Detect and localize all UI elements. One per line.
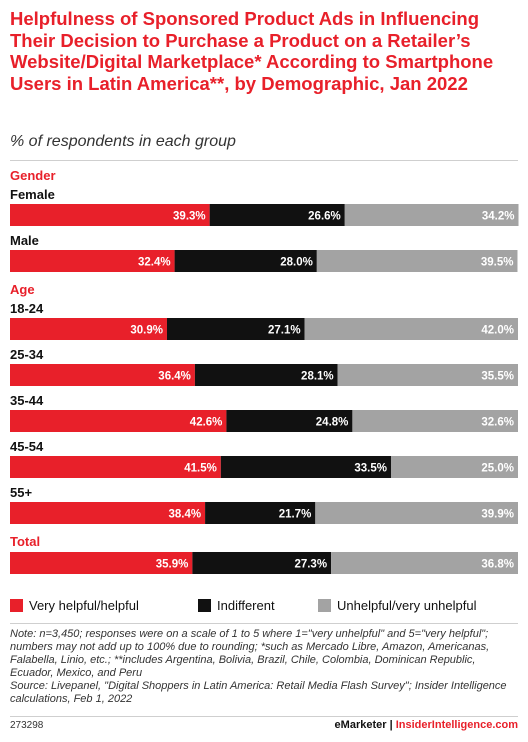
row-label-1-0: 18-24: [10, 301, 44, 316]
bar-value-label-1-3-1: 33.5%: [354, 463, 387, 475]
legend-swatch-indifferent: [198, 599, 211, 612]
brand-emarketer: eMarketer: [334, 719, 387, 731]
group-label-2: Total: [10, 534, 40, 549]
row-label-1-1: 25-34: [10, 347, 44, 362]
bar-segment-1-2-0: [10, 410, 227, 432]
bar-value-label-2-0-0: 35.9%: [156, 559, 189, 571]
bar-segment-1-3-0: [10, 456, 221, 478]
bar-segment-1-0-1: [166, 318, 305, 340]
legend-label-very-helpful: Very helpful/helpful: [29, 598, 139, 613]
bar-segment-2-0-2: [331, 552, 518, 574]
bar-value-label-1-0-1: 27.1%: [268, 325, 301, 337]
legend-label-unhelpful: Unhelpful/very unhelpful: [337, 598, 477, 613]
note-text: Note: n=3,450; responses were on a scale…: [10, 628, 490, 679]
brand-separator: |: [389, 719, 393, 731]
row-label-0-1: Male: [10, 233, 39, 248]
bar-segment-0-1-1: [174, 250, 317, 272]
bar-segment-0-0-2: [344, 204, 519, 226]
bar-value-label-2-0-1: 27.3%: [294, 559, 327, 571]
bar-value-label-0-1-1: 28.0%: [280, 257, 313, 269]
bar-value-label-0-1-2: 39.5%: [481, 257, 514, 269]
bar-segment-1-4-0: [10, 502, 206, 524]
source-text: Source: Livepanel, "Digital Shoppers in …: [10, 680, 507, 705]
bar-segment-1-3-2: [391, 456, 518, 478]
bar-value-label-2-0-2: 36.8%: [481, 559, 514, 571]
bar-segment-1-1-1: [194, 364, 338, 386]
chart-title: Helpfulness of Sponsored Product Ads in …: [10, 8, 494, 94]
footer-divider: [10, 716, 518, 717]
bar-segment-1-1-0: [10, 364, 195, 386]
bar-value-label-0-0-0: 39.3%: [173, 211, 206, 223]
bar-segment-0-1-0: [10, 250, 175, 272]
group-label-1: Age: [10, 282, 35, 297]
bar-value-label-1-1-1: 28.1%: [301, 371, 334, 383]
bar-segment-1-2-2: [352, 410, 518, 432]
bar-segment-1-4-1: [205, 502, 316, 524]
legend-label-indifferent: Indifferent: [217, 598, 275, 613]
bar-value-label-1-4-0: 38.4%: [168, 509, 201, 521]
brand-insider-intelligence: InsiderIntelligence.com: [395, 719, 518, 731]
chart-subtitle: % of respondents in each group: [10, 133, 236, 150]
group-label-0: Gender: [10, 168, 56, 183]
bar-value-label-1-1-2: 35.5%: [481, 371, 514, 383]
bar-value-label-1-3-2: 25.0%: [481, 463, 514, 475]
bar-segment-1-3-1: [220, 456, 391, 478]
row-label-1-2: 35-44: [10, 393, 44, 408]
bar-value-label-1-2-1: 24.8%: [316, 417, 349, 429]
notes-block: Note: n=3,450; responses were on a scale…: [10, 628, 520, 706]
legend-item-indifferent: Indifferent: [198, 598, 275, 613]
bar-segment-2-0-1: [192, 552, 332, 574]
row-label-1-3: 45-54: [10, 439, 44, 454]
bar-segment-1-0-2: [304, 318, 518, 340]
bar-segment-0-0-1: [209, 204, 345, 226]
bar-segment-1-4-2: [315, 502, 518, 524]
row-label-0-0: Female: [10, 187, 55, 202]
bar-value-label-1-4-2: 39.9%: [481, 509, 514, 521]
bar-segment-1-0-0: [10, 318, 167, 340]
notes-divider: [10, 623, 518, 624]
legend-swatch-unhelpful: [318, 599, 331, 612]
legend-swatch-very-helpful: [10, 599, 23, 612]
bar-value-label-1-2-2: 32.6%: [481, 417, 514, 429]
legend-item-unhelpful: Unhelpful/very unhelpful: [318, 598, 476, 613]
bar-segment-0-1-2: [316, 250, 518, 272]
row-label-1-4: 55+: [10, 485, 32, 500]
bar-value-label-1-4-1: 21.7%: [279, 509, 312, 521]
bar-segment-2-0-0: [10, 552, 193, 574]
top-divider: [10, 160, 518, 161]
bar-segment-1-2-1: [226, 410, 353, 432]
bar-segment-0-0-0: [10, 204, 210, 226]
legend-item-very-helpful: Very helpful/helpful: [10, 598, 139, 613]
bar-value-label-1-3-0: 41.5%: [184, 463, 217, 475]
footer-brand: eMarketer | InsiderIntelligence.com: [335, 719, 518, 731]
bar-value-label-0-1-0: 32.4%: [138, 257, 171, 269]
chart-id: 273298: [10, 720, 44, 731]
bar-value-label-1-0-2: 42.0%: [481, 325, 514, 337]
bar-value-label-1-0-0: 30.9%: [130, 325, 163, 337]
bar-segment-1-1-2: [337, 364, 518, 386]
bar-value-label-1-2-0: 42.6%: [190, 417, 223, 429]
chart-legend: Very helpful/helpful Indifferent Unhelpf…: [10, 598, 518, 614]
bar-value-label-1-1-0: 36.4%: [158, 371, 191, 383]
bar-value-label-0-0-1: 26.6%: [308, 211, 341, 223]
bar-value-label-0-0-2: 34.2%: [482, 211, 515, 223]
